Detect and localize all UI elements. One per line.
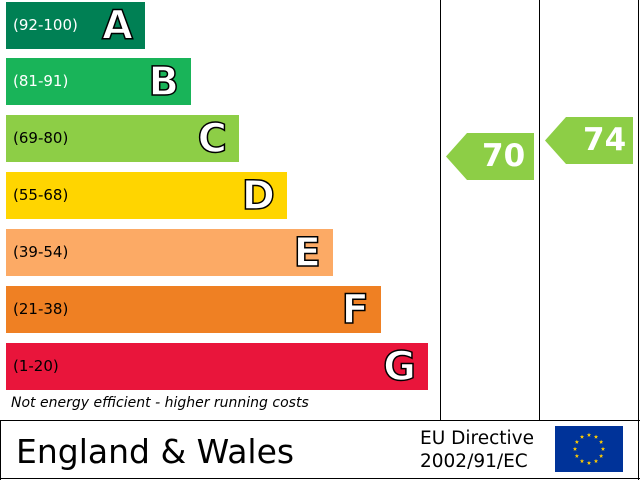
rating-band-f: (21-38) F [6, 286, 381, 334]
divider-right [638, 0, 639, 480]
band-letter: C [197, 115, 228, 163]
eu-star-icon [579, 434, 585, 439]
band-letter: A [101, 2, 133, 50]
band-letter: D [241, 172, 276, 220]
band-range-label: (92-100) [13, 16, 78, 34]
directive-line2: 2002/91/EC [420, 451, 528, 472]
current-rating-value: 70 [482, 138, 526, 174]
band-range-label: (81-91) [13, 72, 69, 90]
rating-band-b: (81-91) B [6, 58, 191, 106]
band-letter: E [293, 229, 322, 277]
band-letter: F [341, 286, 370, 334]
potential-rating-value: 74 [583, 122, 627, 158]
band-range-label: (55-68) [13, 186, 69, 204]
directive-line1: EU Directive [420, 428, 534, 449]
current-rating-arrow: 70 [446, 133, 534, 180]
band-letter: G [382, 343, 416, 391]
rating-band-e: (39-54) E [6, 229, 333, 277]
divider-footer-top [0, 420, 640, 421]
divider-current [440, 0, 441, 420]
divider-footer-bottom [0, 478, 640, 479]
eu-star-icon [579, 458, 585, 463]
eu-star-icon [598, 453, 604, 458]
eu-flag-icon [555, 426, 623, 472]
band-range-label: (21-38) [13, 300, 69, 318]
divider-potential [539, 0, 540, 420]
eu-star-icon [598, 439, 604, 444]
eu-star-icon [574, 439, 580, 444]
eu-star-icon [572, 446, 578, 451]
region-label: England & Wales [16, 432, 295, 471]
eu-star-icon [586, 432, 592, 437]
band-range-label: (1-20) [13, 357, 59, 375]
band-range-label: (69-80) [13, 129, 69, 147]
rating-band-a: (92-100) A [6, 2, 145, 50]
eu-star-icon [574, 453, 580, 458]
band-letter: B [148, 58, 180, 106]
potential-rating-arrow: 74 [545, 117, 633, 164]
divider-left [0, 420, 1, 480]
eu-star-icon [586, 460, 592, 465]
band-range-label: (39-54) [13, 243, 69, 261]
footer-note: Not energy efficient - higher running co… [11, 395, 309, 411]
eu-star-icon [593, 434, 599, 439]
rating-band-c: (69-80) C [6, 115, 239, 163]
eu-star-icon [600, 446, 606, 451]
rating-band-g: (1-20) G [6, 343, 428, 391]
rating-band-d: (55-68) D [6, 172, 287, 220]
eu-star-icon [593, 458, 599, 463]
